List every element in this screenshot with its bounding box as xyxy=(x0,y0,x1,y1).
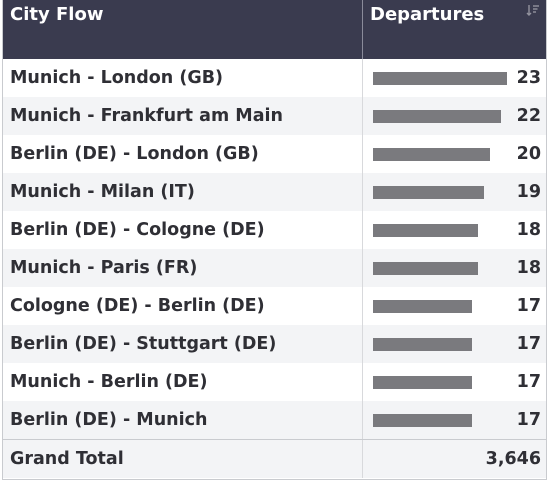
departures-cell: 19 xyxy=(362,173,546,211)
grand-total-row: Grand Total 3,646 xyxy=(3,439,546,478)
departures-cell: 18 xyxy=(362,249,546,287)
table-row[interactable]: Munich - London (GB) 23 xyxy=(3,59,546,97)
column-header-departures[interactable]: Departures xyxy=(362,0,546,59)
city-flow-cell: Berlin (DE) - London (GB) xyxy=(10,144,259,164)
departures-bar xyxy=(373,262,478,275)
departures-cell: 20 xyxy=(362,135,546,173)
departures-bar xyxy=(373,186,484,199)
departures-cell: 23 xyxy=(362,59,546,97)
departures-value: 17 xyxy=(516,372,541,392)
city-flow-cell: Berlin (DE) - Munich xyxy=(10,410,208,430)
city-flow-cell: Munich - London (GB) xyxy=(10,68,224,88)
table-row[interactable]: Berlin (DE) - Cologne (DE) 18 xyxy=(3,211,546,249)
column-header-departures-label: Departures xyxy=(370,4,485,25)
departures-value: 17 xyxy=(516,410,541,430)
departures-cell: 22 xyxy=(362,97,546,135)
table-body: Munich - London (GB) 23 Munich - Frankfurt… xyxy=(3,59,546,439)
departures-cell: 18 xyxy=(362,211,546,249)
departures-cell: 17 xyxy=(362,363,546,401)
departures-value: 20 xyxy=(516,144,541,164)
departures-bar xyxy=(373,148,490,161)
departures-value: 18 xyxy=(516,220,541,240)
table-row[interactable]: Munich - Berlin (DE) 17 xyxy=(3,363,546,401)
departures-bar xyxy=(373,224,478,237)
table-header: City Flow Departures xyxy=(3,0,546,59)
sort-icon[interactable] xyxy=(526,3,540,17)
grand-total-cell: 3,646 xyxy=(362,440,546,478)
departures-bar xyxy=(373,414,473,427)
departures-bar xyxy=(373,72,507,85)
departures-value: 17 xyxy=(516,334,541,354)
table-row[interactable]: Berlin (DE) - Stuttgart (DE) 17 xyxy=(3,325,546,363)
departures-value: 17 xyxy=(516,296,541,316)
city-flow-cell: Berlin (DE) - Cologne (DE) xyxy=(10,220,265,240)
city-flow-cell: Cologne (DE) - Berlin (DE) xyxy=(10,296,265,316)
departures-bar xyxy=(373,110,502,123)
departures-bar xyxy=(373,338,473,351)
departures-cell: 17 xyxy=(362,401,546,439)
table-row[interactable]: Munich - Milan (IT) 19 xyxy=(3,173,546,211)
city-flow-cell: Berlin (DE) - Stuttgart (DE) xyxy=(10,334,277,354)
city-flow-cell: Munich - Paris (FR) xyxy=(10,258,198,278)
departures-value: 23 xyxy=(516,68,541,88)
grand-total-value: 3,646 xyxy=(485,449,541,469)
table-row[interactable]: Berlin (DE) - Munich 17 xyxy=(3,401,546,439)
table-row[interactable]: Munich - Paris (FR) 18 xyxy=(3,249,546,287)
departures-bar xyxy=(373,300,473,313)
grand-total-label: Grand Total xyxy=(10,449,124,469)
table-row[interactable]: Berlin (DE) - London (GB) 20 xyxy=(3,135,546,173)
departures-bar xyxy=(373,376,473,389)
departures-value: 19 xyxy=(516,182,541,202)
table-row[interactable]: Munich - Frankfurt am Main 22 xyxy=(3,97,546,135)
departures-cell: 17 xyxy=(362,287,546,325)
table-row[interactable]: Cologne (DE) - Berlin (DE) 17 xyxy=(3,287,546,325)
departures-value: 22 xyxy=(516,106,541,126)
city-flow-cell: Munich - Berlin (DE) xyxy=(10,372,208,392)
departures-cell: 17 xyxy=(362,325,546,363)
city-flow-cell: Munich - Frankfurt am Main xyxy=(10,106,283,126)
city-flow-cell: Munich - Milan (IT) xyxy=(10,182,195,202)
departures-value: 18 xyxy=(516,258,541,278)
column-header-city-flow[interactable]: City Flow xyxy=(10,4,104,25)
